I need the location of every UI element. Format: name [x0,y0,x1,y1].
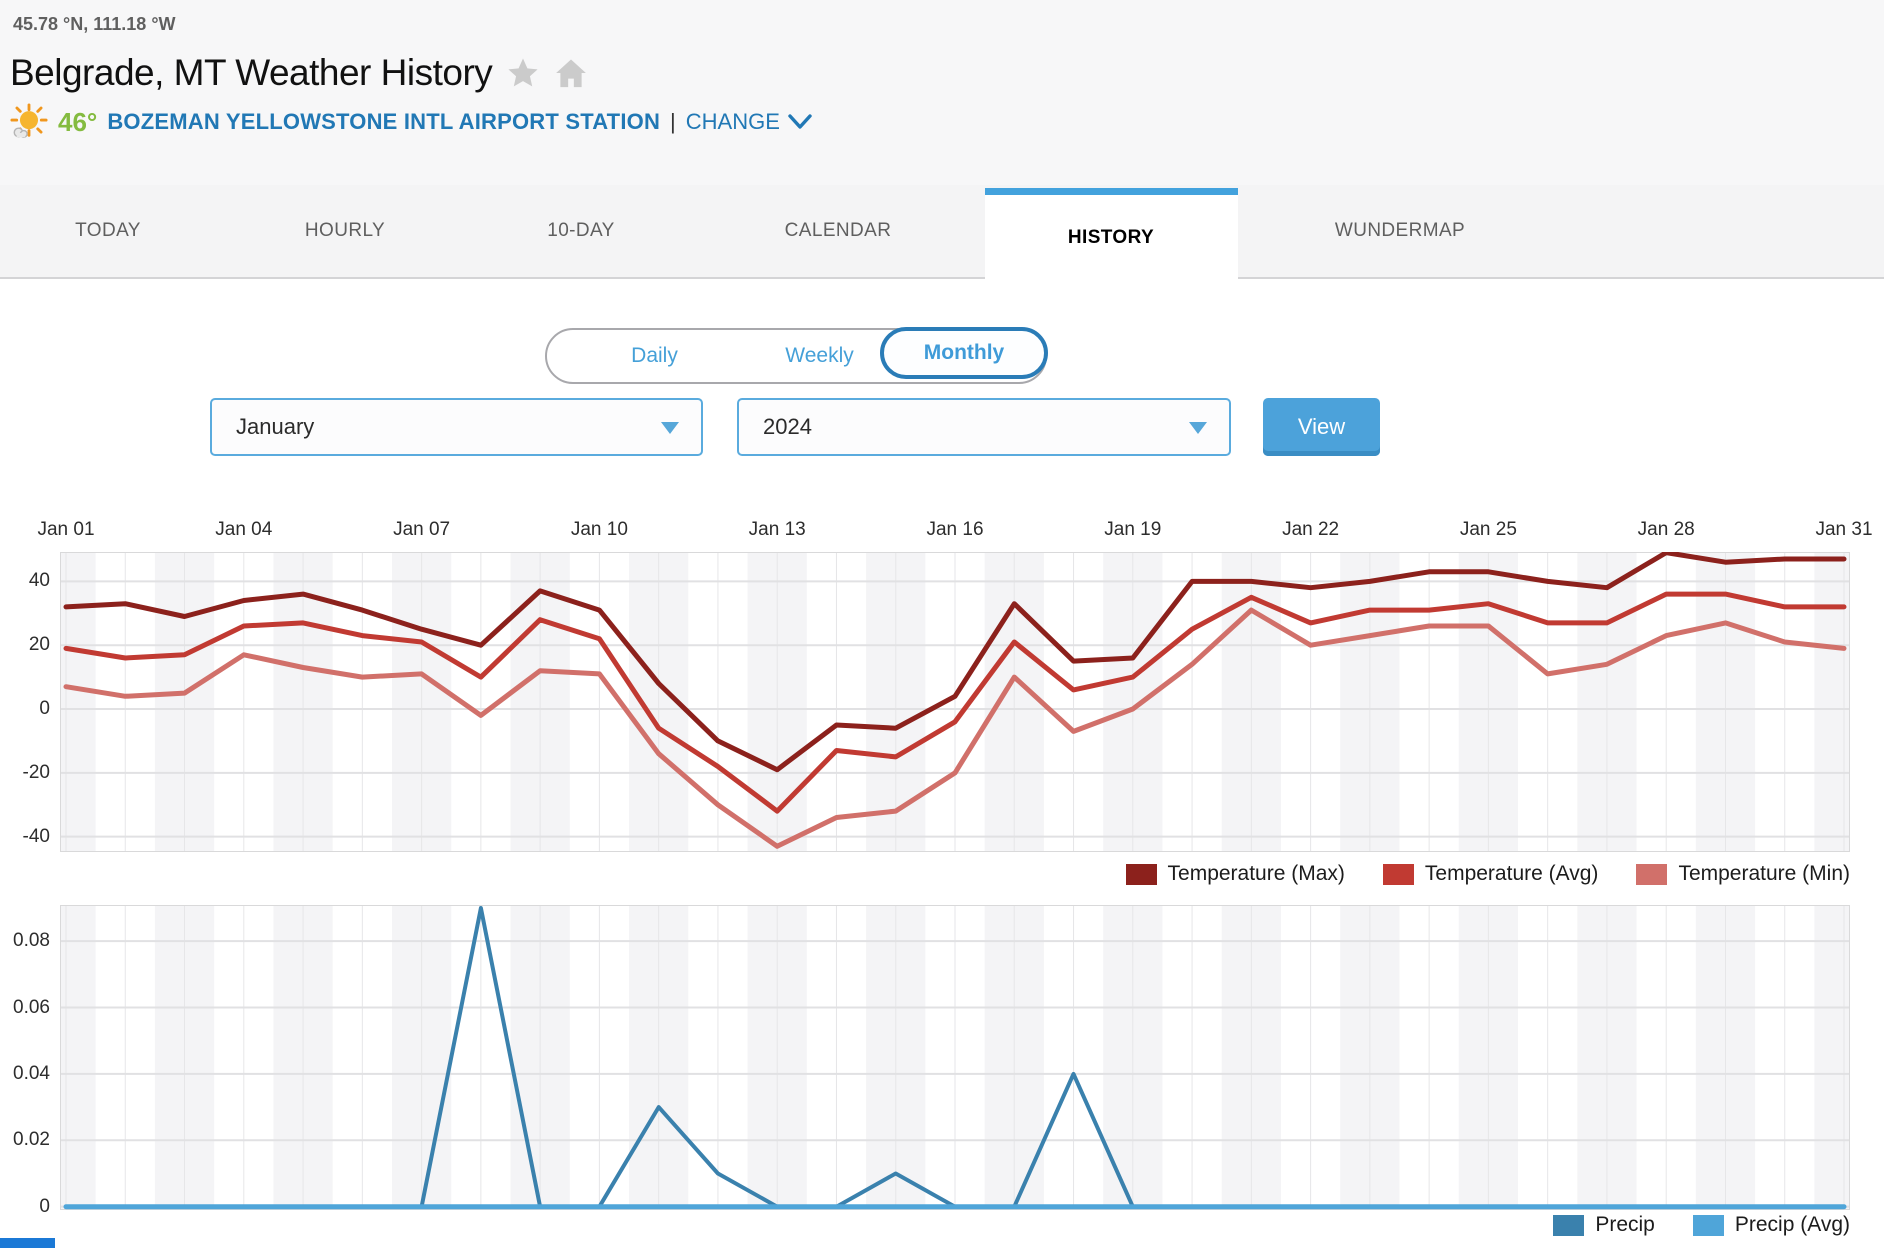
select-arrow-icon [1189,422,1207,434]
tab-10-day[interactable]: 10-DAY [547,220,615,241]
x-tick-label: Jan 10 [570,519,628,540]
home-icon[interactable] [554,56,588,90]
tab-today[interactable]: TODAY [75,220,141,241]
x-tick-label: Jan 28 [1637,519,1695,540]
year-select-value: 2024 [763,414,812,439]
legend-item[interactable]: Precip [1553,1213,1655,1237]
year-select[interactable]: 2024 [737,398,1231,456]
temperature-chart [60,552,1850,852]
x-tick-label: Jan 31 [1815,519,1873,540]
view-mode-toggle: Daily Weekly Monthly [545,327,1048,384]
legend-label: Temperature (Max) [1167,862,1345,885]
month-select[interactable]: January [210,398,703,456]
view-button[interactable]: View [1263,398,1380,456]
x-tick-label: Jan 01 [37,519,95,540]
x-tick-label: Jan 19 [1104,519,1162,540]
tab-hourly[interactable]: HOURLY [304,220,386,241]
y-tick-label: 0 [39,698,50,720]
legend-label: Temperature (Min) [1678,862,1850,885]
title-row: Belgrade, MT Weather History [10,50,588,96]
y-tick-label: 0.02 [13,1129,50,1151]
toggle-daily[interactable]: Daily [631,344,678,367]
tab-history[interactable]: HISTORY [984,188,1238,281]
toggle-monthly[interactable]: Monthly [880,327,1048,379]
chevron-down-icon [788,114,812,129]
legend-item[interactable]: Precip (Avg) [1692,1213,1850,1237]
sun-with-cloud-icon [10,103,48,141]
y-tick-label: 0.08 [13,930,50,952]
x-tick-label: Jan 22 [1282,519,1340,540]
precip-legend: Precip Precip (Avg) [1150,1213,1850,1237]
y-tick-label: 0.04 [13,1062,50,1084]
legend-swatch [1692,1214,1724,1236]
y-tick-label: 0 [39,1195,50,1217]
y-tick-label: 20 [28,634,50,656]
station-row: 46° BOZEMAN YELLOWSTONE INTL AIRPORT STA… [10,103,812,141]
change-label: CHANGE [685,109,780,134]
x-tick-label: Jan 13 [748,519,806,540]
station-name-link[interactable]: BOZEMAN YELLOWSTONE INTL AIRPORT STATION [107,109,661,134]
x-tick-label: Jan 16 [926,519,984,540]
select-arrow-icon [661,422,679,434]
separator: | [670,109,676,134]
tab-calendar[interactable]: CALENDAR [784,220,892,241]
toggle-weekly[interactable]: Weekly [785,344,854,367]
legend-label: Precip [1595,1213,1655,1236]
tab-bar [0,185,1884,279]
legend-label: Temperature (Avg) [1424,862,1599,885]
star-icon[interactable] [506,56,540,90]
y-tick-label: 0.06 [13,996,50,1018]
header-band [0,0,1884,185]
legend-swatch [1553,1214,1585,1236]
legend-swatch [1382,863,1414,885]
x-tick-label: Jan 25 [1459,519,1517,540]
tab-wundermap[interactable]: WUNDERMAP [1334,220,1466,241]
x-tick-label: Jan 04 [215,519,273,540]
y-tick-label: -40 [22,825,50,847]
legend-item[interactable]: Temperature (Min) [1636,862,1850,886]
y-tick-label: -20 [22,761,50,783]
page-title: Belgrade, MT Weather History [10,52,493,93]
coordinates: 45.78 °N, 111.18 °W [13,14,176,34]
legend-label: Precip (Avg) [1734,1213,1850,1236]
legend-item[interactable]: Temperature (Avg) [1382,862,1599,886]
precip-chart [60,905,1850,1210]
current-temperature: 46° [58,106,98,137]
y-tick-label: 40 [28,570,50,592]
legend-swatch [1125,863,1157,885]
temperature-legend: Temperature (Max) Temperature (Avg) Temper… [850,862,1850,886]
corner-widget-fragment[interactable] [0,1238,55,1248]
change-station-link[interactable]: CHANGE [686,109,812,135]
month-select-value: January [236,414,315,439]
legend-item[interactable]: Temperature (Max) [1125,862,1345,886]
x-tick-label: Jan 07 [393,519,451,540]
legend-swatch [1636,863,1668,885]
